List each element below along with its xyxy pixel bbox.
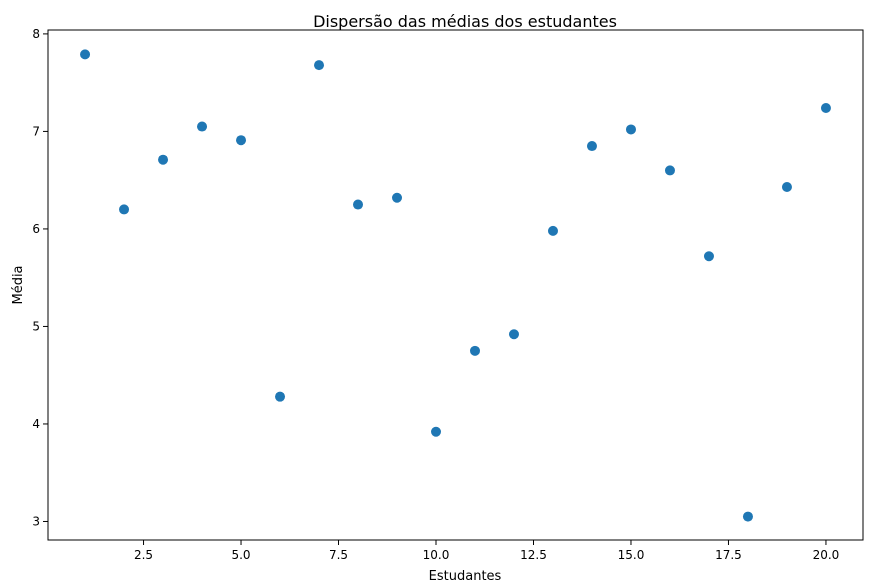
- data-point: [742, 511, 753, 522]
- plot-area: 2.5 5.0 7.5 10.0 12.5 15.0 17.5 20.0 3 4 5 6 7 8: [32, 27, 864, 562]
- x-tick-label: 2.5: [134, 548, 153, 562]
- chart-title: Dispersão das médias dos estudantes: [313, 12, 617, 31]
- data-point: [664, 165, 675, 176]
- y-tick-label: 8: [32, 27, 40, 41]
- data-point: [314, 60, 325, 71]
- data-point: [547, 225, 558, 236]
- x-axis-label: Estudantes: [429, 569, 502, 582]
- data-point: [820, 103, 831, 114]
- x-tick-label: 17.5: [715, 548, 742, 562]
- data-point: [392, 192, 403, 203]
- data-point: [158, 154, 169, 165]
- data-point: [275, 391, 286, 402]
- plot-border: [47, 29, 864, 541]
- data-point: [781, 181, 792, 192]
- data-point: [508, 329, 519, 340]
- data-point: [80, 49, 91, 60]
- y-tick-label: 6: [32, 222, 40, 236]
- data-point: [469, 345, 480, 356]
- x-axis-ticks: 2.5 5.0 7.5 10.0 12.5 15.0 17.5 20.0: [134, 540, 839, 562]
- data-point: [625, 124, 636, 135]
- data-points: [80, 49, 831, 522]
- y-tick-label: 3: [32, 514, 40, 528]
- y-axis-label: Média: [11, 265, 26, 304]
- x-tick-label: 10.0: [423, 548, 450, 562]
- data-point: [703, 251, 714, 262]
- x-tick-label: 5.0: [231, 548, 250, 562]
- data-point: [119, 204, 130, 215]
- x-tick-label: 7.5: [329, 548, 348, 562]
- x-tick-label: 12.5: [520, 548, 547, 562]
- x-tick-label: 15.0: [618, 548, 645, 562]
- y-tick-label: 5: [32, 319, 40, 333]
- data-point: [353, 199, 364, 210]
- data-point: [431, 426, 442, 437]
- data-point: [586, 141, 597, 152]
- data-point: [197, 121, 208, 132]
- x-tick-label: 20.0: [813, 548, 840, 562]
- y-axis-ticks: 3 4 5 6 7 8: [32, 27, 48, 528]
- y-tick-label: 4: [32, 417, 40, 431]
- y-tick-label: 7: [32, 124, 40, 138]
- plot-frame: [48, 30, 863, 540]
- data-point: [236, 135, 247, 146]
